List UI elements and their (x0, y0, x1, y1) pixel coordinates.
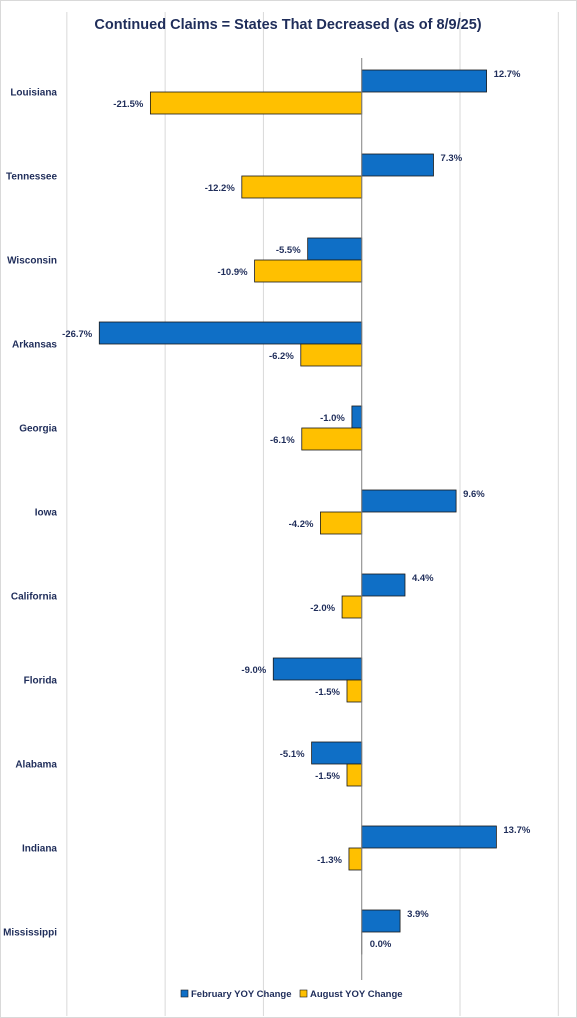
data-label: 0.0% (370, 939, 392, 950)
bar-february (307, 237, 363, 261)
data-label: 9.6% (463, 489, 485, 500)
bar-august (346, 679, 363, 703)
bar-february (361, 825, 497, 849)
data-label: -4.2% (289, 519, 314, 530)
category-label: Louisiana (10, 88, 57, 99)
data-label: -2.0% (310, 603, 335, 614)
category-label: Tennessee (6, 172, 57, 183)
bar-february (351, 405, 363, 429)
bar-august (346, 763, 363, 787)
data-label: -10.9% (217, 267, 248, 278)
data-label: -1.5% (315, 687, 340, 698)
data-label: -1.0% (320, 413, 345, 424)
category-labels: Louisiana Tennessee Wisconsin Arkansas Georg… (3, 88, 57, 939)
data-label: -12.2% (205, 183, 236, 194)
data-label: -21.5% (113, 99, 144, 110)
category-label: Iowa (35, 508, 58, 519)
category-label: Wisconsin (7, 256, 57, 267)
data-label: -1.5% (315, 771, 340, 782)
data-label: -5.5% (276, 245, 301, 256)
data-label: -6.2% (269, 351, 294, 362)
data-label: -9.0% (241, 665, 266, 676)
bar-february (361, 573, 406, 597)
legend-swatch (299, 989, 308, 998)
data-label: -6.1% (270, 435, 295, 446)
legend-label: February YOY Change (191, 989, 292, 1000)
bar-february (361, 489, 457, 513)
bar-august (149, 91, 363, 115)
data-label: -5.1% (280, 749, 305, 760)
bar-february (98, 321, 363, 345)
category-label: Indiana (22, 844, 57, 855)
category-label: Alabama (15, 760, 57, 771)
category-label: Arkansas (12, 340, 57, 351)
bar-february (311, 741, 363, 765)
legend-label: August YOY Change (310, 989, 403, 1000)
data-label: 3.9% (407, 909, 429, 920)
category-label: Mississippi (3, 928, 57, 939)
bar-august (300, 343, 363, 367)
bar-august (320, 511, 363, 535)
bar-august (348, 847, 363, 871)
data-label: 7.3% (440, 153, 462, 164)
legend: February YOY Change August YOY Change (180, 989, 403, 1000)
data-label: -1.3% (317, 855, 342, 866)
data-labels: 12.7% -21.5% 7.3% -12.2% -5.5% -10.9% -26.7% -6… (62, 69, 531, 950)
bar-february (361, 69, 487, 93)
bar-february (361, 153, 434, 177)
bar-august (254, 259, 363, 283)
data-label: -26.7% (62, 329, 93, 340)
category-label: Florida (24, 676, 58, 687)
category-label: California (11, 592, 58, 603)
category-label: Georgia (19, 424, 57, 435)
bar-august (341, 595, 363, 619)
bar-august (301, 427, 363, 451)
data-label: 13.7% (503, 825, 530, 836)
legend-swatch (180, 989, 189, 998)
gridlines (66, 12, 559, 1016)
bar-february (272, 657, 363, 681)
bars (98, 69, 497, 955)
bar-august (241, 175, 363, 199)
bar-february (361, 909, 401, 933)
chart-title: Continued Claims = States That Decreased… (94, 17, 481, 33)
data-label: 4.4% (412, 573, 434, 584)
data-label: 12.7% (494, 69, 521, 80)
